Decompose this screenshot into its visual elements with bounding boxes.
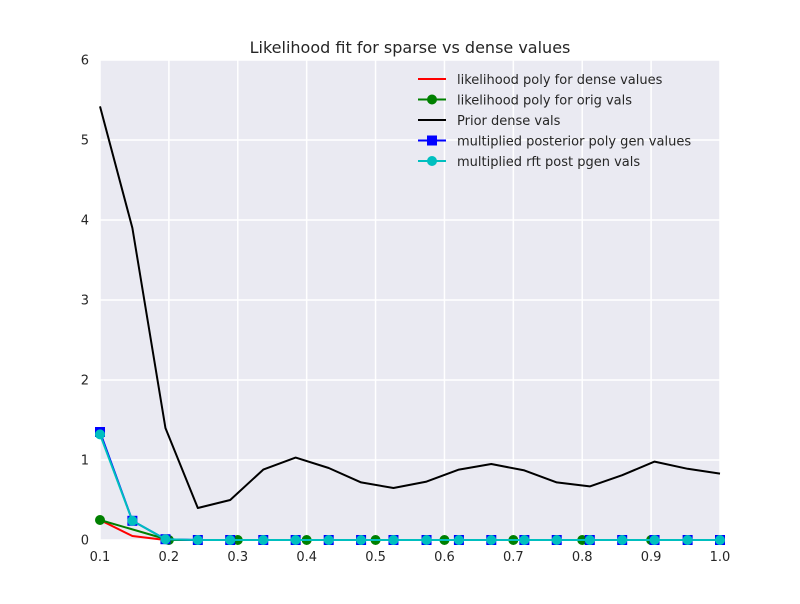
x-tick-label: 0.6 (434, 550, 455, 565)
series-line (99, 434, 720, 541)
data-point (225, 535, 236, 545)
data-point (192, 535, 203, 545)
data-point (323, 535, 334, 545)
data-point (649, 535, 660, 545)
data-point (95, 429, 105, 440)
x-tick-label: 0.8 (572, 550, 593, 565)
data-point (160, 534, 171, 545)
legend: likelihood poly for dense values likeliho… (418, 73, 691, 170)
x-tick-label: 0.3 (227, 550, 248, 565)
legend-item: Prior dense vals (418, 114, 561, 129)
data-point (356, 535, 367, 545)
legend-item: likelihood poly for dense values (418, 73, 663, 88)
y-tick-label: 2 (81, 374, 89, 389)
y-tick-label: 4 (81, 214, 89, 229)
series-2 (99, 106, 721, 509)
data-point (519, 535, 530, 545)
series-layer (95, 106, 725, 545)
chart-title: Likelihood fit for sparse vs dense value… (250, 38, 571, 57)
x-tick-label: 0.5 (365, 550, 386, 565)
tick-labels: 0.1 0.2 0.3 0.4 0.5 0.6 0.7 0.8 0.9 1.0 0 1 2 3 4 5 6 (81, 54, 731, 566)
y-tick-label: 5 (81, 134, 89, 149)
series-line (99, 106, 721, 509)
data-point (551, 535, 562, 545)
x-tick-label: 0.9 (641, 550, 662, 565)
legend-label: multiplied posterior poly gen values (457, 135, 691, 150)
data-point (127, 515, 138, 526)
data-point (486, 535, 497, 545)
data-point (453, 535, 464, 545)
legend-marker (427, 156, 437, 166)
legend-label: multiplied rft post pgen vals (457, 155, 640, 170)
legend-label: likelihood poly for dense values (457, 73, 663, 88)
legend-item: multiplied rft post pgen vals (418, 155, 640, 170)
legend-marker (427, 94, 437, 105)
data-point (290, 535, 301, 545)
legend-item: multiplied posterior poly gen values (418, 135, 691, 150)
y-tick-label: 3 (81, 294, 89, 309)
legend-label: Prior dense vals (457, 114, 561, 129)
legend-item: likelihood poly for orig vals (418, 94, 632, 109)
data-point (617, 535, 628, 545)
data-point (258, 535, 269, 545)
y-tick-label: 0 (81, 534, 89, 549)
x-tick-label: 0.2 (159, 550, 180, 565)
data-point (421, 535, 432, 545)
data-point (95, 515, 105, 525)
legend-label: likelihood poly for orig vals (457, 94, 632, 109)
legend-marker (427, 135, 437, 146)
data-point (388, 535, 399, 545)
series-4 (95, 429, 725, 545)
x-tick-label: 0.4 (296, 550, 317, 565)
data-point (715, 535, 725, 545)
x-tick-label: 0.1 (90, 550, 111, 565)
data-point (682, 535, 693, 545)
y-tick-label: 6 (81, 54, 89, 69)
data-point (584, 535, 595, 545)
x-tick-label: 1.0 (710, 550, 731, 565)
x-tick-label: 0.7 (503, 550, 524, 565)
y-tick-label: 1 (81, 454, 89, 469)
